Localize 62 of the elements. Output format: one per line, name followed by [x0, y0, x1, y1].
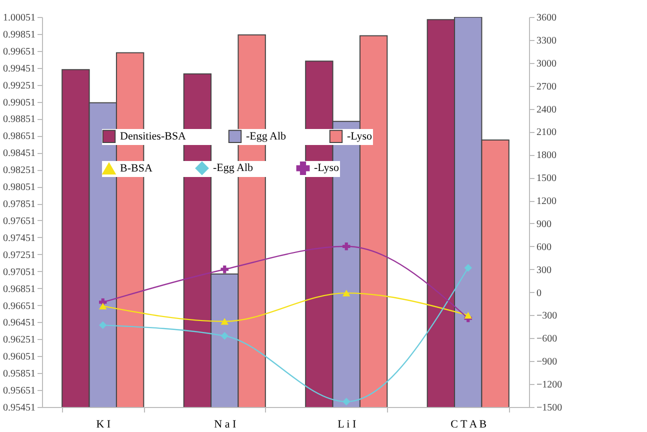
x-tick-label: K I: [96, 418, 111, 430]
point: [220, 332, 228, 340]
y-tick-label: 0.98051: [3, 182, 36, 194]
point: [99, 302, 107, 310]
y2-tick-label: 2700: [536, 81, 556, 92]
legend-label: -Egg Alb: [213, 162, 254, 174]
y2-tick-label: 300: [536, 264, 552, 276]
y-tick-label: 0.95651: [3, 386, 36, 397]
legend-label: Densities-BSA: [120, 130, 186, 142]
y2-tick-label: 3000: [536, 58, 556, 70]
y-tick-label: 0.98851: [3, 114, 36, 126]
y2-tick-label: 3300: [536, 35, 556, 46]
y2-tick-label: −1500: [536, 402, 562, 414]
y-tick-label: 0.99851: [3, 29, 36, 40]
y-tick-label: 0.97051: [3, 266, 36, 278]
y2-tick-label: −600: [536, 334, 558, 345]
y-tick-label: 0.98651: [3, 131, 36, 142]
y-tick-label: 0.95451: [3, 402, 36, 414]
point: [342, 398, 350, 406]
y2-tick-label: 0: [536, 288, 542, 299]
y-tick-label: 0.99651: [3, 46, 36, 58]
x-tick-label: L i I: [338, 418, 356, 430]
x-tick-label: N a I: [214, 418, 236, 430]
y-tick-label: 0.96651: [3, 300, 36, 312]
y2-tick-label: 2100: [536, 127, 556, 138]
y-tick-label: 0.97851: [3, 199, 36, 210]
x-tick-label: C T A B: [450, 418, 487, 430]
y-tick-label: 0.97651: [3, 216, 36, 227]
y2-tick-label: −300: [536, 310, 558, 322]
y2-tick-label: 900: [536, 218, 552, 230]
y2-tick-label: 600: [536, 242, 552, 253]
point: [220, 318, 228, 325]
point: [342, 242, 350, 250]
y-tick-label: 0.96051: [3, 352, 36, 363]
y-tick-label: 0.95851: [3, 368, 36, 380]
y2-tick-label: 1200: [536, 196, 556, 208]
point: [464, 312, 472, 319]
y-tick-label: 1.00051: [3, 12, 36, 24]
y-tick-label: 0.98451: [3, 148, 36, 160]
legend-label: -Lyso: [347, 130, 373, 142]
point: [99, 321, 107, 330]
y-tick-label: 0.97251: [3, 250, 36, 261]
y-tick-label: 0.98251: [3, 165, 36, 176]
y-tick-label: 0.96251: [3, 334, 36, 346]
y2-tick-label: −900: [536, 356, 558, 368]
point: [464, 264, 472, 272]
legend-label: -Lyso: [314, 162, 340, 174]
y-tick-label: 0.99251: [3, 80, 36, 92]
y2-tick-label: 2400: [536, 104, 556, 116]
legend-label: B-BSA: [120, 162, 152, 175]
y-tick-label: 0.99451: [3, 63, 36, 74]
y2-tick-label: 1800: [536, 150, 556, 162]
y-tick-label: 0.96851: [3, 284, 36, 295]
y2-tick-label: 1500: [536, 173, 556, 184]
y2-tick-label: 3600: [536, 12, 556, 24]
y-tick-label: 0.97451: [3, 232, 36, 244]
point: [220, 265, 228, 274]
y2-tick-label: −1200: [536, 380, 562, 391]
y-tick-label: 0.99051: [3, 97, 36, 108]
legend-label: -Egg Alb: [246, 130, 287, 142]
point: [342, 290, 350, 296]
y-tick-label: 0.96451: [3, 318, 36, 329]
